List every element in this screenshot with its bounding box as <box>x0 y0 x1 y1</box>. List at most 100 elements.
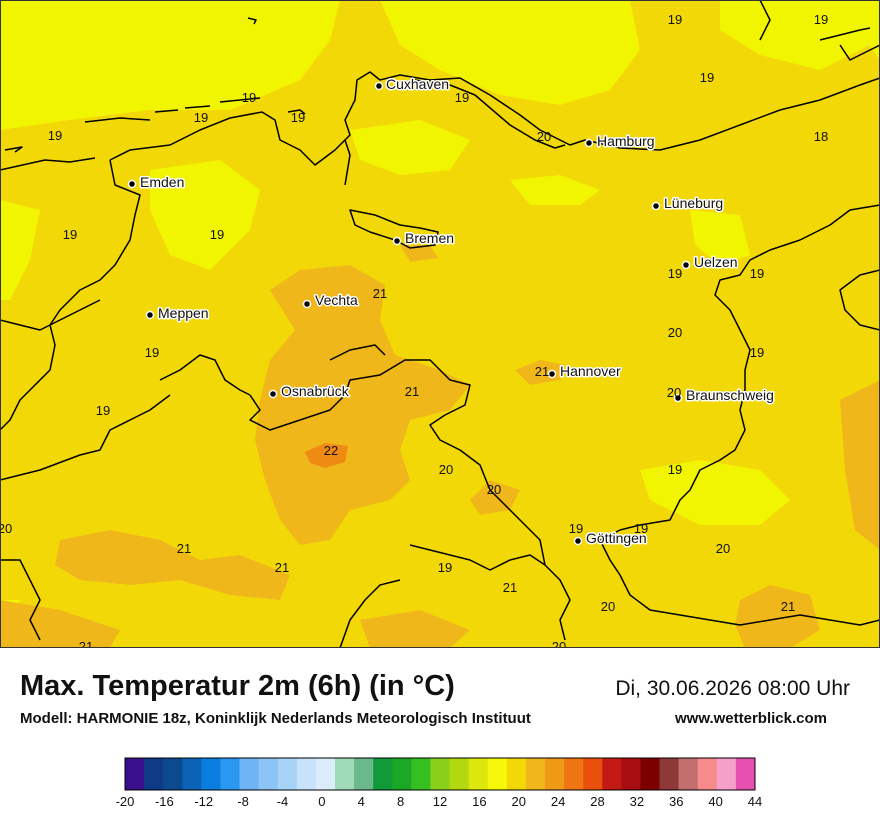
value-label: 19 <box>194 110 208 125</box>
marker-cuxhaven <box>374 81 384 91</box>
marker-lueneburg <box>651 201 661 211</box>
color-scale-box <box>487 758 508 790</box>
marker-bremen <box>392 236 402 246</box>
color-scale: -20 -16 -12 -8 -4 0 4 8 12 16 20 24 28 32 36 40 44 <box>116 757 762 809</box>
hot-area <box>305 443 348 468</box>
color-scale-box <box>144 758 164 790</box>
color-scale-box <box>678 758 699 790</box>
value-label: 21 <box>535 364 549 379</box>
city-label-cuxhaven: Cuxhaven <box>386 76 449 92</box>
color-scale-box <box>182 758 202 790</box>
value-label: 19 <box>750 266 764 281</box>
value-label: 19 <box>242 90 256 105</box>
color-scale-tick-label: 8 <box>397 794 404 809</box>
value-label: 20 <box>601 599 615 614</box>
color-scale-box <box>296 758 317 790</box>
value-label: 19 <box>96 403 110 418</box>
value-label: 19 <box>569 521 583 536</box>
color-scale-box <box>373 758 393 790</box>
city-label-osnabrueck: Osnabrück <box>281 383 350 399</box>
color-scale-box <box>697 758 718 790</box>
color-scale-box <box>220 758 240 790</box>
website-link[interactable]: www.wetterblick.com <box>675 710 827 727</box>
color-scale-box <box>716 758 737 790</box>
color-scale-tick-label: 40 <box>708 794 722 809</box>
color-scale-box <box>449 758 469 790</box>
value-label: 21 <box>781 599 795 614</box>
color-scale-box <box>392 758 412 790</box>
value-label: 19 <box>634 521 648 536</box>
color-scale-tick-label: 36 <box>669 794 683 809</box>
value-label: 18 <box>814 129 828 144</box>
color-scale-tick-label: -20 <box>116 794 135 809</box>
marker-emden <box>127 179 137 189</box>
footer: Max. Temperatur 2m (6h) (in °C) Modell: … <box>0 648 880 830</box>
value-label: 19 <box>814 12 828 27</box>
color-scale-tick-label: -12 <box>194 794 213 809</box>
value-label: 21 <box>177 541 191 556</box>
value-label: 19 <box>700 70 714 85</box>
warm-areas <box>0 245 880 648</box>
marker-vechta <box>302 299 312 309</box>
value-label: 19 <box>210 227 224 242</box>
color-scale-box <box>659 758 679 790</box>
color-scale-box <box>621 758 641 790</box>
color-scale-boxes <box>124 757 756 791</box>
color-scale-box <box>506 758 527 790</box>
color-scale-box <box>239 758 259 790</box>
value-label: 21 <box>373 286 387 301</box>
value-label: 21 <box>405 384 419 399</box>
color-scale-tick-label: 28 <box>590 794 604 809</box>
city-label-vechta: Vechta <box>315 292 358 308</box>
value-label: 20 <box>668 325 682 340</box>
cool-areas <box>0 0 880 640</box>
value-label: 20 <box>0 521 12 536</box>
color-scale-box <box>583 758 603 790</box>
borders <box>0 0 880 648</box>
color-scale-tick-label: 24 <box>551 794 565 809</box>
color-scale-frame <box>124 757 756 791</box>
marker-hannover <box>547 369 557 379</box>
value-label: 21 <box>79 639 93 648</box>
value-label: 19 <box>48 128 62 143</box>
color-scale-box <box>163 758 183 790</box>
value-label: 21 <box>503 580 517 595</box>
marker-hamburg <box>584 138 594 148</box>
color-scale-box <box>201 758 221 790</box>
color-scale-box <box>125 758 145 790</box>
color-scale-tick-label: 32 <box>630 794 644 809</box>
value-label: 20 <box>537 129 551 144</box>
forecast-datetime: Di, 30.06.2026 08:00 Uhr <box>615 677 850 700</box>
model-info: Modell: HARMONIE 18z, Koninklijk Nederla… <box>20 710 531 727</box>
color-scale-box <box>315 758 336 790</box>
color-scale-box <box>430 758 450 790</box>
color-scale-tick-label: 4 <box>358 794 365 809</box>
value-label: 19 <box>291 110 305 125</box>
color-scale-box <box>525 758 546 790</box>
color-scale-box <box>545 758 565 790</box>
value-label: 19 <box>750 345 764 360</box>
value-label: 20 <box>667 385 681 400</box>
color-scale-box <box>411 758 431 790</box>
color-scale-box <box>602 758 622 790</box>
city-label-lueneburg: Lüneburg <box>664 195 723 211</box>
color-scale-box <box>258 758 279 790</box>
city-markers <box>127 81 691 546</box>
color-scale-tick-label: -8 <box>237 794 249 809</box>
value-label: 20 <box>487 482 501 497</box>
city-labels: Cuxhaven Hamburg Emden Lüneburg Bremen U… <box>139 75 776 548</box>
color-scale-tick-label: 12 <box>433 794 447 809</box>
color-scale-box <box>354 758 374 790</box>
temperature-map: Cuxhaven Hamburg Emden Lüneburg Bremen U… <box>0 0 880 648</box>
value-label: 19 <box>668 266 682 281</box>
color-scale-box <box>640 758 660 790</box>
city-label-hannover: Hannover <box>560 363 621 379</box>
color-scale-box <box>468 758 489 790</box>
color-scale-tick-label: 0 <box>318 794 325 809</box>
city-label-emden: Emden <box>140 174 184 190</box>
value-labels: 19 19 19 19 19 19 19 20 18 19 19 19 19 2… <box>0 12 828 648</box>
color-scale-box <box>564 758 584 790</box>
value-label: 20 <box>716 541 730 556</box>
city-label-braunschweig: Braunschweig <box>686 387 774 403</box>
city-label-goettingen: Göttingen <box>586 530 647 546</box>
